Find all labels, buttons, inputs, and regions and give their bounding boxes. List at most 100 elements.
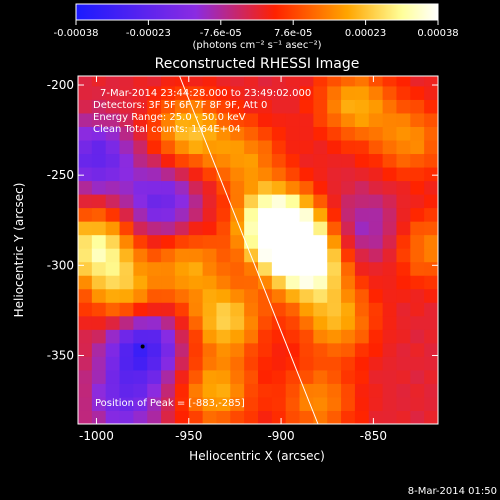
- heatmap-cell: [230, 153, 245, 168]
- heatmap-cell: [202, 180, 217, 195]
- heatmap-cell: [91, 221, 107, 236]
- heatmap-cell: [174, 396, 190, 411]
- heatmap-cell: [202, 194, 217, 209]
- heatmap-cell: [424, 167, 438, 182]
- heatmap-cell: [244, 288, 259, 303]
- heatmap-cell: [424, 126, 438, 141]
- heatmap-cell: [230, 342, 245, 357]
- heatmap-cell: [410, 410, 425, 424]
- heatmap-cell: [299, 315, 314, 330]
- heatmap-cell: [258, 234, 273, 249]
- heatmap-cell: [258, 126, 273, 141]
- heatmap-cell: [133, 383, 148, 398]
- heatmap-cell: [244, 112, 259, 127]
- heatmap-cell: [244, 76, 259, 87]
- heatmap-cell: [230, 234, 245, 249]
- heatmap-cell: [161, 410, 176, 424]
- heatmap-cell: [410, 221, 425, 236]
- heatmap-cell: [410, 356, 425, 371]
- heatmap-cell: [91, 329, 107, 344]
- heatmap-cell: [119, 180, 134, 195]
- heatmap-cell: [244, 356, 259, 371]
- heatmap-cell: [105, 261, 121, 276]
- heatmap-cell: [354, 140, 370, 155]
- heatmap-cell: [341, 153, 356, 168]
- heatmap-cell: [410, 153, 425, 168]
- heatmap-cell: [105, 167, 121, 182]
- heatmap-cell: [105, 140, 121, 155]
- heatmap-cell: [299, 302, 314, 317]
- heatmap-cell: [119, 369, 134, 384]
- heatmap-cell: [285, 342, 301, 357]
- heatmap-cell: [133, 288, 148, 303]
- heatmap-cell: [410, 194, 425, 209]
- heatmap-cell: [147, 234, 162, 249]
- heatmap-cell: [285, 248, 301, 263]
- heatmap-cell: [313, 234, 328, 249]
- heatmap-cell: [258, 410, 273, 424]
- heatmap-cell: [327, 261, 342, 276]
- heatmap-cell: [78, 329, 93, 344]
- heatmap-cell: [341, 261, 356, 276]
- heatmap-cell: [105, 99, 121, 114]
- heatmap-cell: [230, 207, 245, 222]
- heatmap-cell: [105, 396, 121, 411]
- heatmap-cell: [188, 288, 204, 303]
- heatmap-cell: [354, 248, 370, 263]
- heatmap-cell: [354, 369, 370, 384]
- heatmap-cell: [382, 288, 397, 303]
- heatmap-cell: [174, 410, 190, 424]
- heatmap-cell: [91, 302, 107, 317]
- heatmap-cell: [424, 221, 438, 236]
- heatmap-cell: [216, 369, 231, 384]
- heatmap-cell: [105, 180, 121, 195]
- heatmap-cell: [91, 194, 107, 209]
- heatmap-cell: [147, 329, 162, 344]
- heatmap-cell: [244, 153, 259, 168]
- heatmap-cell: [230, 302, 245, 317]
- heatmap-cell: [174, 85, 190, 100]
- heatmap-cell: [285, 369, 301, 384]
- heatmap-cell: [174, 76, 190, 87]
- heatmap-cell: [105, 410, 121, 424]
- heatmap-cell: [341, 410, 356, 424]
- heatmap-cell: [313, 248, 328, 263]
- heatmap-cell: [119, 194, 134, 209]
- heatmap-cell: [216, 288, 231, 303]
- heatmap-cell: [188, 261, 204, 276]
- heatmap-cell: [341, 383, 356, 398]
- heatmap-cell: [78, 140, 93, 155]
- heatmap-cell: [244, 329, 259, 344]
- heatmap-cell: [244, 302, 259, 317]
- heatmap-cell: [341, 248, 356, 263]
- heatmap-cell: [341, 126, 356, 141]
- plot-frame: [77, 75, 439, 425]
- heatmap-cell: [424, 396, 438, 411]
- heatmap-cell: [244, 369, 259, 384]
- heatmap-cell: [188, 85, 204, 100]
- heatmap-cell: [188, 99, 204, 114]
- heatmap-cell: [299, 275, 314, 290]
- heatmap-cell: [161, 329, 176, 344]
- heatmap-cell: [188, 275, 204, 290]
- y-tick-label: -200: [47, 78, 74, 92]
- peak-marker: [140, 344, 145, 349]
- heatmap-cell: [78, 180, 93, 195]
- heatmap-cell: [396, 261, 411, 276]
- heatmap-cell: [133, 112, 148, 127]
- heatmap-cell: [313, 342, 328, 357]
- heatmap-cell: [188, 76, 204, 87]
- heatmap-cell: [188, 342, 204, 357]
- annotation-clean-counts: Clean Total counts: 1.64E+04: [93, 124, 241, 135]
- footer-timestamp: 8-Mar-2014 01:50: [408, 486, 497, 497]
- heatmap-cell: [424, 369, 438, 384]
- heatmap-cell: [133, 153, 148, 168]
- heatmap-cell: [258, 383, 273, 398]
- heatmap-cell: [174, 112, 190, 127]
- heatmap-cell: [424, 261, 438, 276]
- heatmap-cell: [202, 396, 217, 411]
- heatmap-cell: [202, 302, 217, 317]
- heatmap-cell: [410, 275, 425, 290]
- heatmap-cell: [313, 315, 328, 330]
- heatmap-cell: [258, 180, 273, 195]
